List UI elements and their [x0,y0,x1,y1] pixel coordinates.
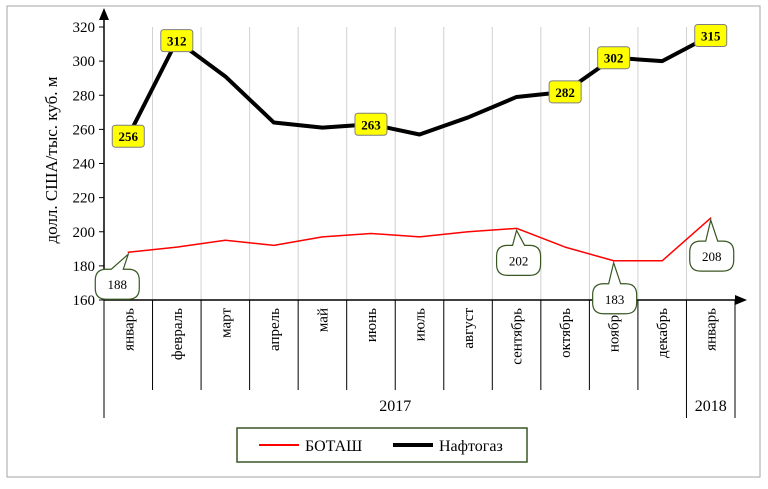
x-tick-label: апрель [267,308,283,351]
y-tick-label: 240 [73,157,96,173]
chart-border [6,5,761,478]
data-label-box-naftogaz [597,46,631,70]
x-tick-label: декабрь [655,308,671,358]
y-axis-arrow [99,8,109,20]
data-label-callout-botash [689,217,735,272]
y-tick-label: 320 [73,20,96,36]
x-tick-label: июль [413,308,429,341]
axes: 160 180 200 220 240 260 280 300 320 январь февраль… [73,8,747,418]
data-labels: 256 312 263 282 302 315 188 202 183 208 [94,24,735,315]
data-label-naftogaz: 263 [361,117,381,132]
year-label: 2017 [379,398,411,415]
x-tick-label: август [461,308,477,349]
year-label: 2018 [695,398,727,415]
y-tick-label: 180 [73,259,96,275]
data-label-naftogaz: 315 [701,29,721,44]
x-tick-label: февраль [170,308,186,360]
data-label-naftogaz: 256 [119,129,139,144]
data-label-naftogaz: 312 [167,34,187,49]
x-tick-label: июнь [364,308,380,342]
data-label-botash: 183 [605,292,625,307]
x-tick-label: январь [121,308,137,351]
x-tick-label: январь [704,308,720,351]
legend: БОТАШ Нафтогаз [236,427,528,463]
data-label-naftogaz: 282 [555,85,575,100]
data-label-box-naftogaz [694,24,728,48]
x-tick-label: октябрь [558,308,574,358]
y-tick-label: 260 [73,122,96,138]
y-tick-label: 200 [73,225,96,241]
data-label-callout-botash [495,228,542,276]
y-tick-label: 220 [73,191,96,207]
data-label-callout-botash [94,252,140,300]
x-tick-label: март [218,308,234,338]
data-label-box-naftogaz [548,80,582,104]
data-label-box-naftogaz [354,112,388,136]
data-label-naftogaz: 302 [604,51,624,66]
x-tick-label: май [315,308,331,332]
data-label-box-naftogaz [160,29,194,53]
data-label-botash: 202 [509,253,529,268]
x-tick-label: ноябрь [607,308,623,352]
data-label-callout-botash [592,260,638,315]
y-tick-label: 300 [73,54,96,70]
legend-label-botash: БОТАШ [305,438,362,455]
data-label-botash: 208 [702,249,722,264]
series-line-botash [127,217,712,262]
legend-label-naftogaz: Нафтогаз [439,438,503,455]
data-label-box-naftogaz [111,124,145,148]
x-axis-arrow [735,295,747,305]
data-label-botash: 188 [108,277,128,292]
x-tick-label: сентябрь [510,308,526,365]
y-axis-label: долл. США/тыс. куб. м [42,76,61,243]
y-tick-label: 280 [73,88,96,104]
y-tick-label: 160 [73,293,96,309]
